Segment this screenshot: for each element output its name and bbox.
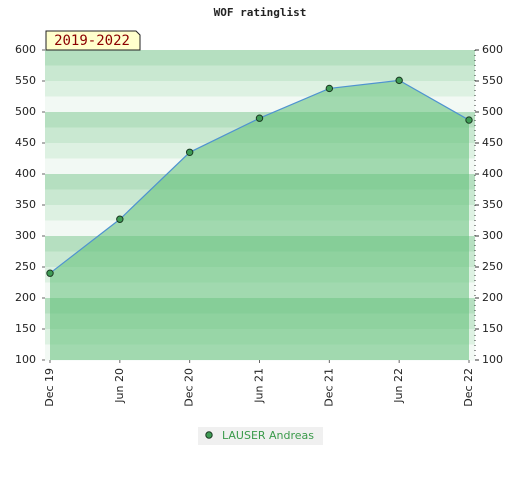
area: [50, 80, 469, 360]
y-tick-label: 400: [15, 167, 36, 180]
x-tick-label: Dec 20: [183, 368, 196, 407]
y2-tick-label: 600: [482, 43, 503, 56]
y-tick-label: 450: [15, 136, 36, 149]
point: [325, 84, 334, 93]
y-tick-label: 150: [15, 322, 36, 335]
legend-box: [198, 427, 323, 445]
point: [255, 114, 264, 122]
y-tick-label: 200: [15, 291, 36, 304]
y2-tick-label: 250: [482, 260, 503, 273]
y-tick-label: 600: [15, 43, 36, 56]
background-band: [45, 65, 475, 82]
y-tick-label: 500: [15, 105, 36, 118]
y-tick-label: 300: [15, 229, 36, 242]
y-tick-label: 250: [15, 260, 36, 273]
legend-label: LAUSER Andreas: [222, 429, 314, 442]
y2-tick-label: 300: [482, 229, 503, 242]
y-tick-label: 350: [15, 198, 36, 211]
y-tick-label: 550: [15, 74, 36, 87]
background-band: [45, 50, 475, 66]
y2-tick-label: 400: [482, 167, 503, 180]
annotation: 2019-2022: [54, 33, 130, 49]
legend-marker: [205, 431, 213, 439]
y2-tick-label: 200: [482, 291, 503, 304]
x-tick-label: Jun 20: [113, 368, 126, 404]
point: [465, 116, 473, 124]
point: [185, 148, 194, 157]
y2-tick-label: 550: [482, 74, 503, 87]
point: [116, 215, 124, 223]
y2-tick-label: 100: [482, 353, 503, 366]
y-tick-label: 100: [15, 353, 36, 366]
chart-title: WOF ratinglist: [214, 6, 307, 19]
x-tick-label: Dec 22: [462, 368, 475, 407]
point: [395, 76, 403, 85]
y2-tick-label: 350: [482, 198, 503, 211]
annotation-box: [45, 30, 141, 51]
y2-tick-label: 150: [482, 322, 503, 335]
y2-tick-label: 450: [482, 136, 503, 149]
y2-tick-label: 500: [482, 105, 503, 118]
point: [46, 269, 54, 277]
x-tick-label: Jun 22: [392, 368, 405, 404]
x-tick-label: Dec 21: [322, 368, 335, 407]
x-tick-label: Jun 21: [253, 368, 266, 404]
x-tick-label: Dec 19: [43, 368, 56, 407]
